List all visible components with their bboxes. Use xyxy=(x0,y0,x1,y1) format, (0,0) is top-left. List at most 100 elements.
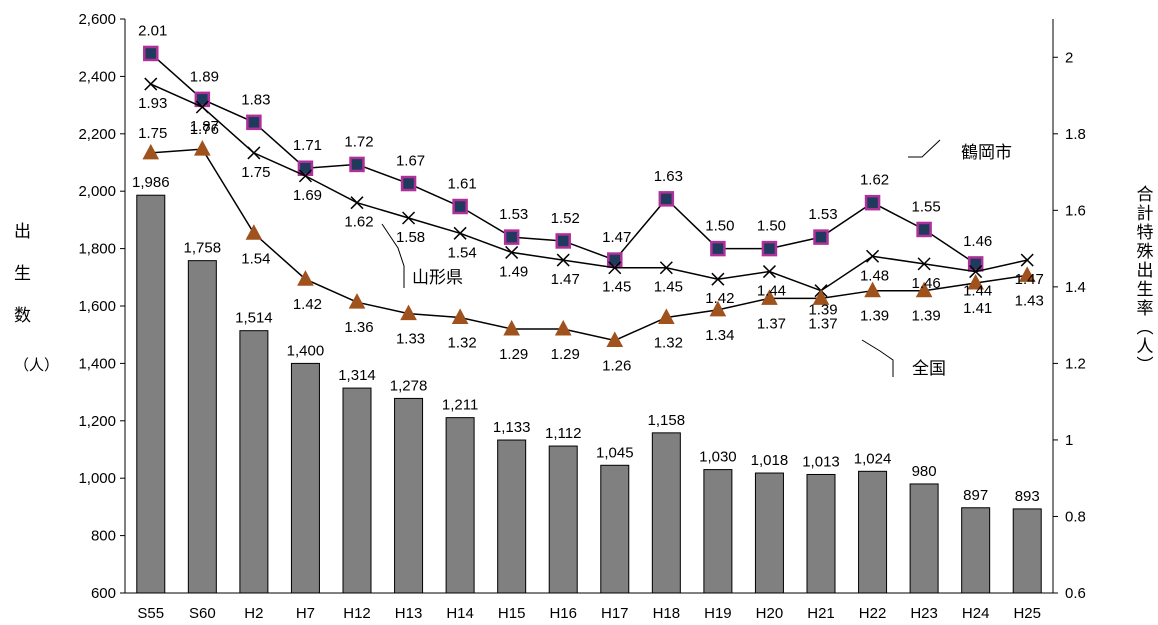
y-left-tick-label: 2,400 xyxy=(78,68,116,85)
series-value-label: 1.37 xyxy=(757,315,786,332)
series-value-label: 1.75 xyxy=(138,125,167,142)
series-marker-x-stroke xyxy=(350,196,364,210)
y-right-tick-label: 0.8 xyxy=(1065,508,1086,525)
series-marker-triangle xyxy=(967,273,985,290)
x-tick-label: H19 xyxy=(704,605,732,622)
bar-value-label: 1,158 xyxy=(648,412,686,429)
series-value-label: 1.83 xyxy=(241,91,270,108)
series-value-label: 1.32 xyxy=(654,334,683,351)
series-marker-square xyxy=(967,256,984,272)
series-marker-square xyxy=(555,233,571,249)
series-marker-x-stroke xyxy=(608,261,622,275)
bar xyxy=(445,417,475,594)
bar-value-label: 1,018 xyxy=(751,452,789,469)
series-marker-x-stroke xyxy=(711,272,725,286)
y-left-label: 出 生 数 （人） xyxy=(14,222,59,374)
series-marker-x xyxy=(144,77,158,91)
series-marker-triangle xyxy=(193,140,211,156)
series-marker-triangle xyxy=(400,304,417,321)
bar xyxy=(651,432,681,594)
series-value-label: 1.49 xyxy=(499,263,528,280)
series-value-label: 1.61 xyxy=(448,176,477,193)
series-value-label: 1.54 xyxy=(448,244,477,261)
bars-layer xyxy=(136,194,1042,594)
series-value-label: 1.48 xyxy=(860,267,889,284)
bar-value-label: 1,133 xyxy=(493,419,531,436)
series-marker-x xyxy=(195,100,209,114)
series-marker-x-stroke xyxy=(195,100,209,114)
series-value-label: 1.39 xyxy=(912,308,941,325)
series-marker-x xyxy=(505,245,519,259)
x-tick-label: H20 xyxy=(756,605,784,622)
bar-value-label: 980 xyxy=(912,463,937,480)
series-value-label: 1.44 xyxy=(757,283,786,300)
bar xyxy=(497,439,527,594)
bar-value-label: 1,400 xyxy=(287,342,325,359)
series-marker-square xyxy=(246,114,262,131)
x-tick-label: H13 xyxy=(395,605,423,622)
y-right-tick-label: 1 xyxy=(1065,432,1073,449)
y-right-tick-label: 0.6 xyxy=(1065,585,1086,602)
annotation-zenkoku-text: 全国 xyxy=(912,359,946,378)
series-value-label: 1.50 xyxy=(757,218,786,235)
series-marker-x xyxy=(917,257,931,271)
series-value-label: 1.46 xyxy=(912,275,941,292)
bar xyxy=(290,362,320,594)
series-value-label: 1.62 xyxy=(344,214,373,231)
bar xyxy=(1012,508,1042,594)
bar xyxy=(600,464,630,594)
y-left-tick-label: 1,200 xyxy=(78,413,116,430)
series-marker-x xyxy=(350,196,364,210)
bar xyxy=(909,483,939,594)
series-value-label: 1.67 xyxy=(396,153,425,170)
series-marker-triangle xyxy=(709,300,727,317)
bar xyxy=(961,507,991,594)
y-left-tick-label: 2,200 xyxy=(78,126,116,143)
series-value-label: 1.52 xyxy=(551,210,580,227)
series-value-label: 1.63 xyxy=(654,168,683,185)
series-value-label: 1.29 xyxy=(551,346,580,363)
series-value-label: 1.75 xyxy=(241,164,270,181)
x-tick-label: H23 xyxy=(910,605,938,622)
series-marker-x xyxy=(762,265,776,279)
series-marker-x xyxy=(866,249,880,263)
bar-value-label: 1,314 xyxy=(338,367,376,384)
series-marker-triangle xyxy=(297,270,314,286)
series-value-label: 1.36 xyxy=(344,319,373,336)
series-marker-square xyxy=(607,252,623,268)
series-marker-triangle xyxy=(503,319,521,336)
series-marker-x xyxy=(247,146,261,160)
y-left-label-text: 出 生 数 xyxy=(14,222,36,325)
series-marker-triangle xyxy=(606,331,624,347)
y-left-tick-label: 1,400 xyxy=(78,355,116,372)
lines-layer xyxy=(142,45,1036,347)
x-tick-label: S60 xyxy=(189,605,216,622)
series-value-label: 1.39 xyxy=(860,308,889,325)
series-marker-square xyxy=(710,240,726,257)
annotation-tsuruoka-leader xyxy=(908,139,941,158)
bar-value-label: 1,758 xyxy=(184,240,222,257)
series-value-label: 1.44 xyxy=(963,283,992,300)
x-tick-label: H12 xyxy=(343,605,371,622)
series-value-label: 1.89 xyxy=(190,68,219,85)
series-marker-triangle xyxy=(451,308,469,324)
series-marker-triangle xyxy=(1018,266,1036,282)
bar-value-label: 1,514 xyxy=(235,310,273,327)
bar xyxy=(136,194,166,594)
x-tick-label: H18 xyxy=(653,605,681,622)
series-value-label: 1.62 xyxy=(860,172,889,189)
axes-layer: 600 800 1,000 1,200 1,400 1,600 1,800 2,000 2,20… xyxy=(78,11,1085,622)
series-marker-square xyxy=(503,229,520,245)
y-right-tick-label: 1.8 xyxy=(1065,126,1086,143)
series-marker-triangle xyxy=(812,289,830,305)
series-marker-x-stroke xyxy=(762,265,776,279)
x-tick-label: S55 xyxy=(137,605,164,622)
y-right-tick-label: 2 xyxy=(1065,49,1073,66)
y-left-tick-label: 1,600 xyxy=(78,298,116,315)
bar-value-label: 1,045 xyxy=(596,444,634,461)
bar xyxy=(548,445,578,594)
series-value-label: 1.33 xyxy=(396,331,425,348)
series-marker-triangle xyxy=(864,281,881,298)
x-tick-label: H7 xyxy=(296,605,315,622)
series-value-label: 1.45 xyxy=(654,279,683,296)
